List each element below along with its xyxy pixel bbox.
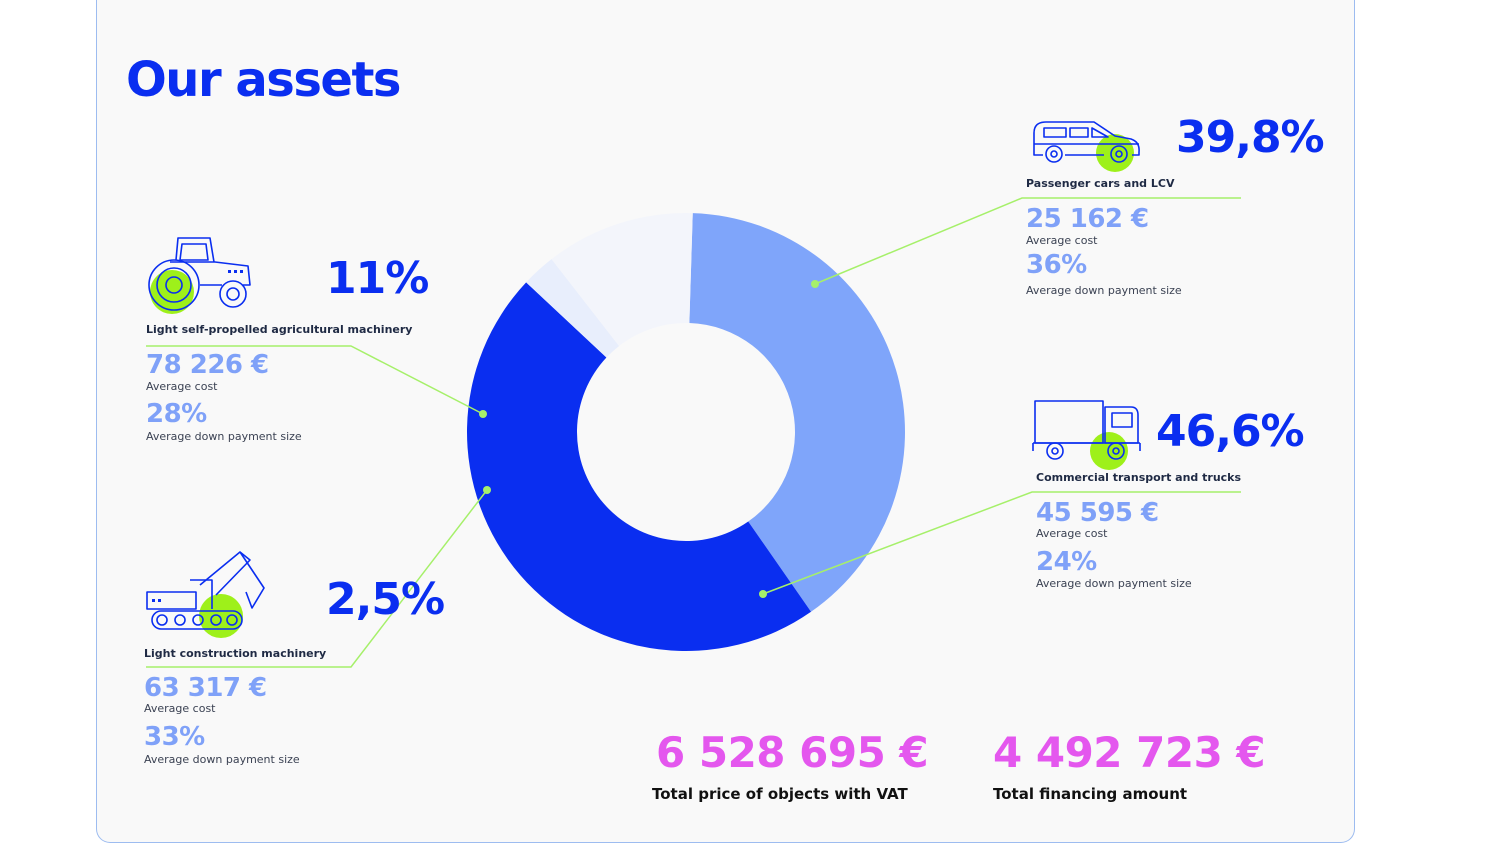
label-passenger: Passenger cars and LCV — [1026, 177, 1175, 190]
slice-commercial — [467, 282, 812, 651]
cost-agricultural: 78 226 € — [146, 350, 269, 380]
connector-dot-commercial — [759, 590, 767, 598]
slice-construction — [526, 259, 620, 358]
total-price-value: 6 528 695 € — [656, 728, 929, 777]
excavator-icon — [146, 551, 265, 638]
cost-label-commercial: Average cost — [1036, 527, 1108, 540]
cost-label-passenger: Average cost — [1026, 234, 1098, 247]
down-label-construction: Average down payment size — [144, 753, 300, 766]
down-construction: 33% — [144, 722, 205, 752]
down-agricultural: 28% — [146, 399, 207, 429]
tractor-icon — [148, 237, 251, 314]
cost-label-agricultural: Average cost — [146, 380, 218, 393]
total-financing-label: Total financing amount — [993, 785, 1188, 803]
cost-passenger: 25 162 € — [1026, 204, 1149, 234]
connector-agricultural — [146, 345, 484, 415]
connector-construction — [146, 489, 488, 668]
label-agricultural: Light self-propelled agricultural machin… — [146, 323, 413, 336]
truck-icon — [1032, 400, 1141, 470]
down-commercial: 24% — [1036, 547, 1097, 577]
cost-label-construction: Average cost — [144, 702, 216, 715]
down-label-commercial: Average down payment size — [1036, 577, 1192, 590]
label-construction: Light construction machinery — [144, 647, 327, 660]
connector-passenger — [814, 197, 1241, 285]
cost-construction: 63 317 € — [144, 673, 267, 703]
assets-card — [96, 0, 1355, 843]
connector-dot-agricultural — [479, 410, 487, 418]
car-icon — [1033, 121, 1140, 172]
percent-passenger: 39,8% — [1176, 112, 1325, 163]
connector-dot-construction — [483, 486, 491, 494]
percent-construction: 2,5% — [326, 574, 445, 625]
down-passenger: 36% — [1026, 250, 1087, 280]
donut-chart — [467, 212, 905, 651]
percent-commercial: 46,6% — [1156, 406, 1305, 457]
connector-dot-passenger — [811, 280, 819, 288]
cost-commercial: 45 595 € — [1036, 498, 1159, 528]
connector-commercial — [762, 491, 1241, 595]
percent-agricultural: 11% — [326, 253, 429, 304]
total-financing-value: 4 492 723 € — [993, 728, 1266, 777]
connector-lines — [146, 197, 1241, 668]
page-title: Our assets — [126, 52, 401, 108]
slice-agricultural — [551, 212, 693, 346]
down-label-agricultural: Average down payment size — [146, 430, 302, 443]
label-commercial: Commercial transport and trucks — [1036, 471, 1242, 484]
down-label-passenger: Average down payment size — [1026, 284, 1182, 297]
total-price-label: Total price of objects with VAT — [652, 785, 908, 803]
slice-passenger — [689, 213, 905, 612]
